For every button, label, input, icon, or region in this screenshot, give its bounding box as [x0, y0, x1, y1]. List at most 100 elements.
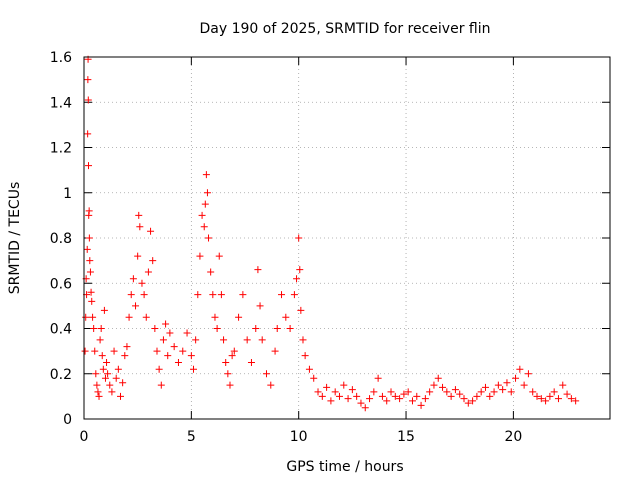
data-point [235, 313, 243, 321]
data-point [370, 388, 378, 396]
data-point [140, 291, 148, 299]
data-point [301, 352, 309, 360]
data-point [96, 336, 104, 344]
data-point [86, 268, 94, 276]
x-tick-label: 15 [397, 429, 415, 445]
axis-ticks: 0 0.2 0.4 0.6 0.8 1 1.2 1.4 1.6 0 5 10 15 20 [50, 50, 610, 445]
data-point [273, 325, 281, 332]
data-point [119, 379, 127, 387]
data-point [217, 291, 225, 299]
data-point [357, 399, 365, 407]
data-point [499, 386, 507, 394]
data-point [434, 374, 442, 382]
data-point [189, 365, 197, 373]
data-point [366, 395, 374, 403]
data-point [529, 388, 537, 396]
data-point [247, 358, 255, 366]
data-point [222, 358, 230, 366]
y-tick-label: 0.6 [50, 276, 72, 292]
data-point [252, 325, 260, 332]
data-point [290, 291, 298, 299]
y-tick-label: 0.8 [50, 231, 72, 247]
data-point [282, 313, 290, 321]
plot-frame [83, 56, 611, 420]
y-tick-label: 1 [63, 186, 72, 202]
data-point [383, 397, 391, 405]
y-tick-label: 0.2 [50, 367, 72, 383]
data-point [201, 200, 209, 208]
x-tick-label: 20 [504, 429, 522, 445]
data-point [310, 374, 318, 382]
data-point [460, 395, 468, 403]
data-point [84, 96, 92, 104]
data-point [293, 275, 301, 283]
x-tick-label: 5 [187, 429, 196, 445]
data-point [207, 268, 215, 276]
data-point [271, 347, 279, 355]
data-point [101, 374, 109, 382]
data-point [340, 381, 348, 389]
data-point [149, 257, 157, 265]
y-tick-label: 1.4 [50, 95, 72, 111]
data-point [451, 386, 459, 394]
data-point [84, 76, 92, 84]
data-point [413, 392, 421, 400]
data-point [121, 352, 129, 360]
data-point [327, 397, 335, 405]
data-point [396, 395, 404, 403]
data-point [226, 381, 234, 389]
data-point [138, 279, 146, 287]
data-point [159, 336, 167, 344]
data-point [374, 374, 382, 382]
x-tick-label: 0 [80, 429, 89, 445]
y-tick-label: 0 [63, 412, 72, 428]
data-point [296, 266, 304, 274]
data-point [211, 313, 219, 321]
data-point [162, 320, 170, 328]
data-point [200, 223, 208, 231]
data-point [533, 392, 541, 400]
data-point [286, 325, 294, 332]
data-point [136, 223, 144, 231]
data-point [198, 211, 206, 219]
data-point [417, 401, 425, 409]
data-point [220, 336, 228, 344]
data-point [443, 388, 451, 396]
data-point [85, 234, 93, 242]
data-point [524, 370, 532, 378]
data-point [481, 383, 489, 391]
data-point [267, 381, 275, 389]
data-point [295, 234, 303, 242]
data-point [305, 365, 313, 373]
data-point [486, 392, 494, 400]
data-point [85, 162, 93, 170]
data-point [490, 388, 498, 396]
x-tick-label: 10 [290, 429, 308, 445]
data-point [92, 370, 100, 378]
data-point [100, 306, 108, 314]
data-point [170, 343, 178, 351]
data-point [104, 370, 112, 378]
data-point [142, 313, 150, 321]
data-point [516, 365, 524, 373]
data-point [144, 268, 152, 276]
data-point [297, 306, 305, 314]
data-point [147, 227, 155, 235]
data-point [387, 388, 395, 396]
data-point [391, 392, 399, 400]
data-point [278, 291, 286, 299]
data-point [258, 336, 266, 344]
data-point [262, 370, 270, 378]
data-points [81, 55, 580, 412]
data-point [256, 302, 264, 310]
data-point [439, 383, 447, 391]
data-point [174, 358, 182, 366]
data-point [157, 381, 165, 389]
data-point [335, 392, 343, 400]
data-point [103, 358, 111, 366]
data-point [426, 388, 434, 396]
data-point [84, 130, 92, 138]
data-point [94, 388, 102, 396]
data-point [572, 397, 580, 405]
data-point [323, 383, 331, 391]
